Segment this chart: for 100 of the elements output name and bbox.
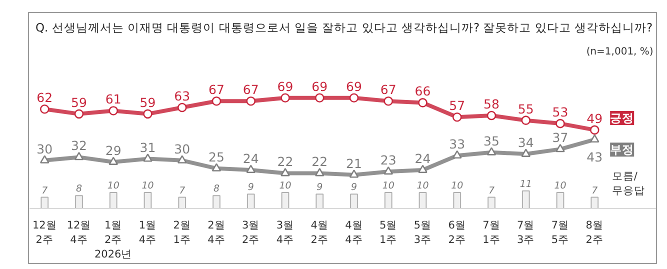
data-label: 61	[105, 92, 122, 107]
point	[590, 134, 600, 143]
data-label: 10	[416, 180, 429, 192]
point	[452, 112, 462, 122]
data-label: 9	[248, 182, 254, 194]
data-label: 49	[586, 110, 603, 126]
x-tick-label: 4월 4주	[345, 220, 363, 246]
data-label: 33	[449, 136, 466, 152]
data-label: 31	[140, 140, 156, 155]
bar	[316, 194, 324, 208]
data-label: 67	[242, 82, 259, 98]
data-label: 43	[586, 150, 603, 165]
bar	[453, 192, 462, 208]
data-label: 30	[174, 141, 190, 156]
data-label: 63	[174, 88, 190, 104]
series-label: 긍정	[610, 110, 634, 125]
data-label: 59	[140, 94, 156, 110]
point	[486, 147, 496, 156]
point	[556, 144, 565, 152]
point	[177, 155, 187, 164]
point	[418, 98, 428, 108]
point	[108, 106, 118, 116]
point	[177, 102, 187, 112]
bar	[109, 192, 118, 208]
point	[74, 109, 84, 119]
data-label: 21	[346, 156, 362, 171]
x-tick-label: 7월 1주	[482, 220, 500, 246]
series-label: 모름/무응답	[612, 170, 645, 197]
data-label: 8	[213, 184, 220, 195]
bar	[144, 192, 152, 208]
data-label: 62	[36, 90, 53, 106]
point	[40, 155, 50, 164]
series-label: 부정	[610, 142, 634, 157]
bar	[590, 196, 599, 208]
data-label: 37	[552, 130, 568, 146]
data-label: 66	[414, 84, 431, 99]
x-tick-label: 5월 1주	[380, 220, 398, 246]
bar	[178, 196, 186, 208]
data-label: 53	[552, 104, 568, 120]
bar	[246, 194, 255, 208]
point	[418, 164, 428, 173]
data-label: 7	[179, 185, 186, 196]
data-label: 10	[451, 180, 464, 192]
data-label: 35	[484, 133, 500, 148]
point	[108, 156, 118, 165]
bar	[281, 192, 290, 208]
x-tick-label: 5월 3주	[414, 220, 432, 246]
data-label: 8	[76, 184, 82, 195]
point	[384, 96, 394, 106]
x-tick-label: 3월 2주	[242, 220, 260, 246]
x-tick-label: 8월 2주	[586, 220, 604, 246]
point	[556, 118, 565, 128]
x-tick-label: 7월 3주	[517, 220, 535, 246]
data-label: 24	[414, 151, 431, 166]
point	[246, 96, 256, 106]
data-label: 29	[105, 143, 122, 158]
data-label: 58	[484, 96, 500, 112]
chart-title: Q. 선생님께서는 이재명 대통령이 대통령으로서 일을 잘하고 있다고 생각하십니까? 잘못하고 있다고 생각하십니까?	[36, 20, 653, 34]
x-tick-label: 2월 4주	[208, 220, 226, 246]
point	[349, 170, 359, 178]
data-label: 7	[488, 185, 495, 196]
bar	[522, 190, 530, 208]
data-label: 30	[36, 141, 53, 156]
data-label: 57	[449, 98, 466, 114]
data-label: 10	[382, 180, 394, 192]
bar	[384, 192, 392, 208]
data-label: 9	[350, 182, 358, 194]
data-label: 22	[277, 154, 294, 170]
data-label: 25	[208, 149, 224, 164]
data-label: 67	[208, 82, 224, 98]
text: 2026년	[94, 248, 132, 260]
point	[212, 96, 222, 106]
data-label: 9	[316, 182, 323, 194]
point	[40, 104, 50, 114]
point	[521, 116, 531, 125]
data-label: 10	[279, 180, 292, 192]
bar	[418, 192, 427, 208]
x-tick-label: 3월 4주	[276, 220, 294, 246]
bar	[75, 195, 83, 208]
point	[246, 164, 256, 173]
point	[74, 152, 84, 160]
bar	[488, 196, 496, 208]
bar	[350, 194, 358, 208]
point	[314, 168, 324, 176]
data-label: 23	[380, 152, 396, 168]
data-label: 22	[312, 154, 328, 170]
bar	[40, 196, 49, 208]
data-label: 10	[142, 180, 154, 192]
data-label: 55	[518, 101, 534, 116]
point	[452, 150, 462, 159]
data-label: 32	[71, 138, 87, 154]
chart-subtitle: (n=1,001, %)	[586, 46, 654, 58]
point	[384, 166, 394, 175]
data-label: 34	[518, 135, 534, 150]
x-tick-label: 12월 4주	[66, 220, 92, 246]
point	[314, 93, 324, 103]
data-label: 10	[107, 180, 120, 192]
x-tick-label: 4월 2주	[310, 220, 328, 246]
data-label: 69	[277, 78, 294, 94]
data-label: 24	[242, 151, 259, 166]
